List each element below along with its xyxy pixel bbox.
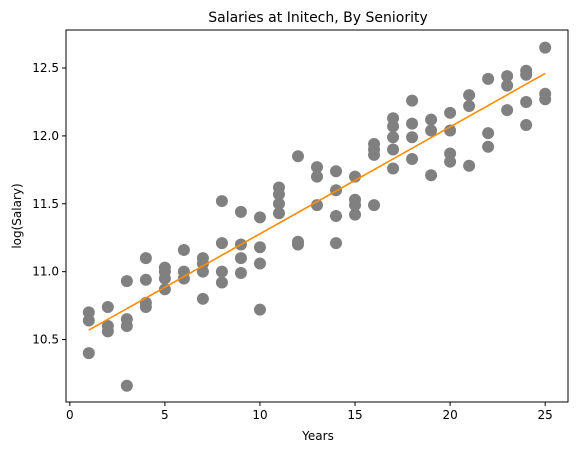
x-axis-label: Years [301, 429, 334, 443]
data-point [539, 41, 552, 54]
axis-ticks: 0 5 10 15 20 25 10.5 11.0 11.5 12.0 12.5 [32, 61, 553, 422]
data-point [520, 68, 533, 81]
data-point [120, 275, 133, 288]
data-point [463, 89, 476, 102]
data-point [368, 199, 381, 212]
data-point [196, 292, 209, 305]
data-point [387, 131, 400, 144]
data-point [177, 243, 190, 256]
data-point [215, 265, 228, 278]
data-point [215, 237, 228, 250]
data-point [253, 303, 266, 316]
plot-area-frame [65, 29, 569, 403]
x-tick-label: 20 [442, 408, 457, 422]
data-point [501, 104, 514, 117]
data-point [425, 113, 438, 126]
data-point [349, 208, 362, 221]
data-point [444, 155, 457, 168]
data-point [158, 272, 171, 285]
data-point [387, 162, 400, 175]
data-point [425, 124, 438, 137]
data-point [196, 265, 209, 278]
data-point [311, 199, 323, 212]
data-point [406, 131, 419, 144]
y-tick-label: 12.5 [32, 61, 59, 75]
data-point [482, 127, 495, 140]
data-point [311, 170, 323, 183]
x-tick-label: 25 [538, 408, 553, 422]
data-point [253, 211, 266, 224]
x-tick-label: 15 [347, 408, 362, 422]
data-point [215, 276, 228, 289]
x-tick-label: 5 [161, 408, 169, 422]
data-point [234, 252, 247, 265]
data-point [101, 325, 114, 338]
data-point [520, 119, 533, 132]
y-tick-label: 11.5 [32, 197, 59, 211]
x-tick-label: 10 [252, 408, 267, 422]
data-point [387, 143, 400, 156]
data-point [444, 124, 457, 137]
y-tick-label: 10.5 [32, 333, 59, 347]
data-point [120, 319, 133, 332]
y-axis-label: log(Salary) [10, 183, 24, 248]
data-point [234, 267, 247, 280]
data-point [501, 70, 514, 83]
data-point [539, 93, 552, 106]
data-point [120, 379, 133, 392]
x-tick-label: 0 [66, 408, 74, 422]
data-point [368, 148, 381, 161]
data-point [291, 150, 304, 163]
data-point [291, 238, 304, 251]
data-point [139, 273, 152, 286]
data-point [253, 257, 266, 270]
data-point [253, 241, 266, 254]
data-point [82, 347, 95, 360]
data-point [330, 237, 343, 250]
data-point [482, 72, 495, 85]
data-point [349, 170, 362, 183]
data-point [234, 205, 247, 218]
trend-line [88, 72, 546, 331]
data-point [139, 252, 152, 265]
data-point [82, 314, 95, 327]
data-point [272, 207, 285, 220]
data-point [311, 161, 323, 174]
data-point [463, 100, 476, 113]
y-tick-label: 12.0 [32, 129, 59, 143]
data-point [482, 140, 495, 153]
data-point [139, 300, 152, 313]
data-point [444, 106, 457, 119]
data-point [330, 210, 343, 222]
data-point [387, 120, 400, 133]
data-point [425, 169, 438, 182]
data-point [349, 199, 362, 212]
data-point [272, 197, 285, 210]
data-point [330, 165, 343, 178]
data-point [406, 152, 419, 165]
data-points [82, 41, 552, 392]
data-point [501, 79, 514, 92]
data-point [463, 159, 476, 172]
data-point [520, 95, 533, 108]
data-point [406, 117, 419, 130]
chart-title: Salaries at Initech, By Seniority [208, 10, 428, 26]
data-point [101, 300, 114, 313]
data-point [215, 195, 228, 208]
data-point [406, 94, 419, 107]
data-point [272, 188, 285, 201]
y-tick-label: 11.0 [32, 265, 59, 279]
trend-line-layer [88, 72, 546, 331]
